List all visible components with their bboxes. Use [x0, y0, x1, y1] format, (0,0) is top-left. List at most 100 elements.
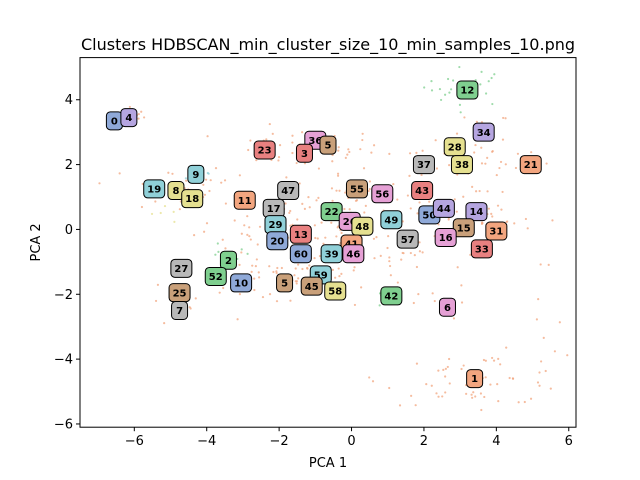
data-point	[314, 236, 317, 240]
cluster-label: 29	[264, 215, 287, 235]
cluster-label: 27	[170, 258, 193, 278]
cluster-label: 39	[320, 244, 343, 264]
cluster-label-text: 5	[281, 279, 288, 290]
data-point	[275, 271, 278, 275]
cluster-label-box	[187, 164, 205, 184]
cluster-label-text: 44	[437, 204, 451, 215]
data-point	[334, 276, 337, 279]
data-point	[265, 138, 268, 141]
data-point	[221, 238, 224, 241]
data-point	[248, 226, 251, 229]
data-point	[337, 267, 340, 270]
cluster-label: 25	[168, 283, 191, 303]
cluster-label-box	[380, 210, 403, 230]
cluster-label-box	[233, 190, 256, 210]
data-point	[471, 185, 474, 188]
data-point	[236, 318, 239, 321]
data-point	[430, 80, 433, 83]
data-point	[479, 392, 483, 395]
cluster-label-box	[342, 244, 365, 264]
data-point	[335, 235, 338, 238]
data-point	[352, 269, 355, 272]
data-point	[444, 375, 447, 378]
data-point	[506, 220, 509, 223]
data-point	[371, 380, 375, 383]
cluster-label-text: 26	[343, 217, 357, 228]
data-point	[233, 219, 236, 222]
data-point	[335, 189, 338, 192]
cluster-label: 0	[105, 111, 123, 131]
cluster-label-box	[320, 244, 343, 264]
data-point	[406, 194, 409, 197]
data-point	[446, 365, 449, 369]
data-point	[538, 384, 541, 387]
cluster-label: 17	[262, 198, 285, 218]
data-point	[482, 358, 486, 362]
data-point	[471, 396, 474, 399]
data-point	[441, 395, 444, 398]
cluster-label-text: 4	[125, 113, 132, 124]
data-point	[348, 150, 351, 154]
cluster-label: 28	[443, 137, 466, 157]
data-point	[444, 391, 447, 394]
cluster-label: 19	[143, 179, 166, 199]
y-tick-label: 0	[65, 223, 73, 238]
cluster-label-text: 20	[270, 236, 284, 247]
data-point	[320, 221, 323, 224]
cluster-label-text: 5	[325, 141, 332, 152]
cluster-label: 14	[465, 202, 488, 222]
cluster-label-text: 21	[524, 160, 538, 171]
data-point	[294, 267, 297, 270]
data-point	[184, 177, 188, 180]
data-point	[289, 299, 292, 302]
data-point	[486, 190, 489, 193]
data-point	[437, 223, 440, 226]
data-point	[475, 120, 478, 123]
data-point	[460, 367, 463, 371]
data-point	[448, 357, 451, 361]
data-point	[340, 231, 343, 235]
x-tick-label: −4	[197, 434, 216, 449]
data-point	[367, 189, 370, 193]
cluster-label-box	[171, 300, 189, 320]
cluster-label-box	[351, 216, 374, 236]
cluster-label: 16	[434, 228, 457, 248]
data-point	[446, 77, 450, 81]
cluster-label: 10	[230, 273, 253, 293]
data-point	[460, 284, 463, 287]
x-tick-label: 0	[347, 434, 355, 449]
x-tick-label: −6	[125, 434, 144, 449]
data-point	[530, 151, 533, 154]
data-point	[202, 183, 205, 186]
data-point	[167, 171, 170, 174]
data-point	[293, 274, 296, 277]
cluster-label: 11	[233, 190, 256, 210]
y-tick-label: −2	[54, 288, 73, 303]
data-point	[480, 70, 483, 73]
cluster-label-text: 6	[444, 303, 451, 314]
data-point	[539, 263, 542, 266]
data-point	[480, 146, 483, 149]
data-point	[379, 254, 382, 257]
data-point	[249, 238, 252, 241]
cluster-label-text: 16	[439, 233, 453, 244]
data-point	[159, 211, 162, 215]
y-tick-label: 2	[65, 158, 73, 173]
cluster-label: 42	[380, 286, 403, 306]
data-point	[362, 167, 366, 170]
data-point	[458, 103, 462, 106]
chart-title: Clusters HDBSCAN_min_cluster_size_10_min…	[81, 35, 575, 55]
cluster-label-text: 15	[457, 223, 471, 234]
data-point	[251, 264, 254, 267]
data-point	[322, 242, 325, 245]
data-point	[140, 110, 143, 113]
data-point	[307, 195, 310, 199]
data-point	[338, 189, 341, 192]
cluster-label-text: 60	[294, 249, 308, 260]
data-point	[340, 272, 343, 275]
data-point	[553, 350, 556, 353]
plot-frame	[79, 57, 577, 428]
cluster-label: 4	[120, 108, 138, 128]
